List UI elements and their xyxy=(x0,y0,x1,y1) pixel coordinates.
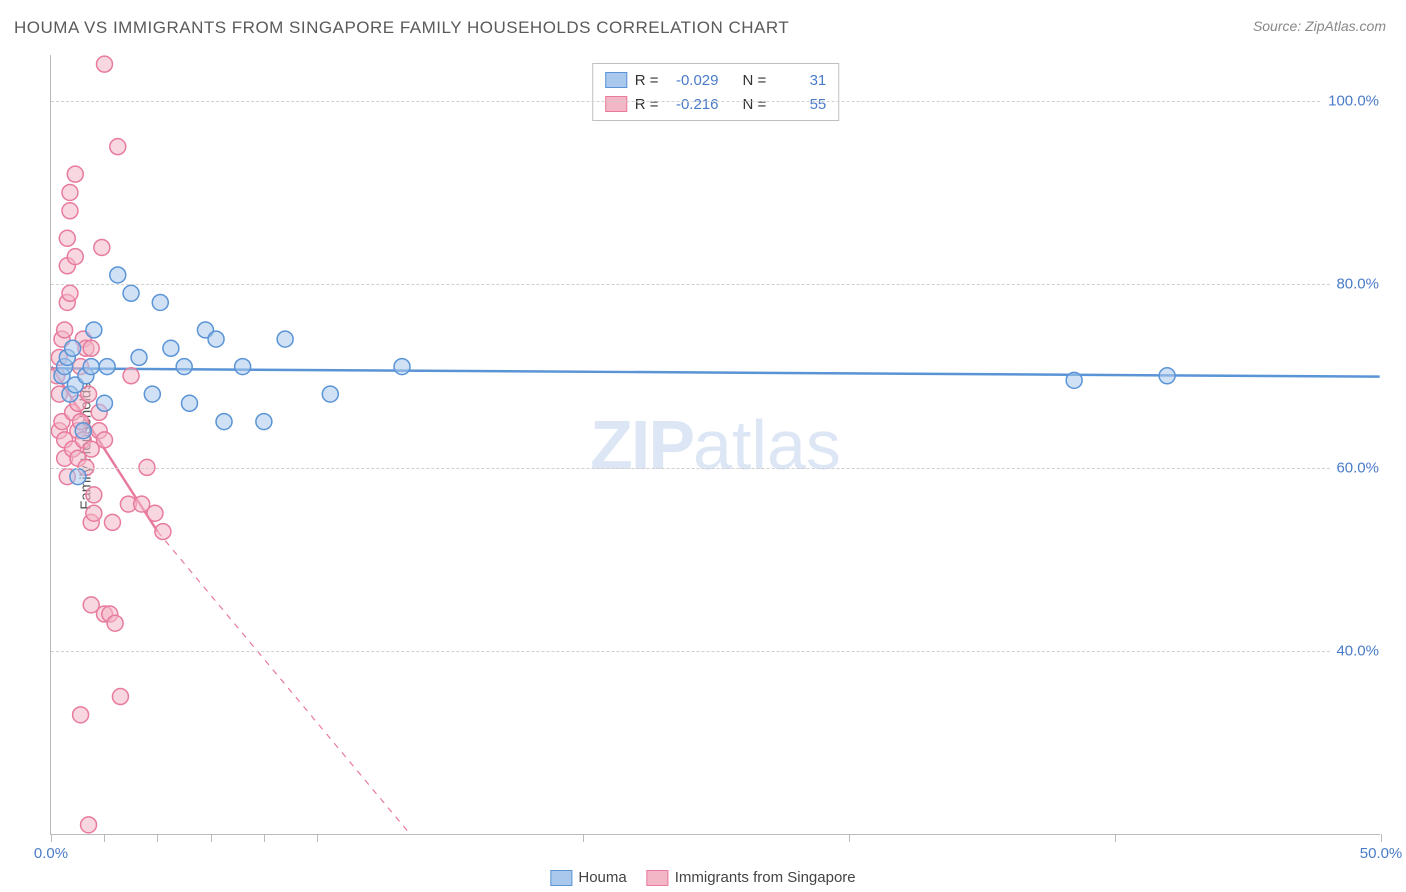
swatch-blue xyxy=(605,72,627,88)
n-value-pink: 55 xyxy=(774,96,826,113)
watermark-zip: ZIP xyxy=(590,406,693,484)
legend-label-blue: Houma xyxy=(578,869,626,886)
n-value-blue: 31 xyxy=(774,72,826,89)
r-value-blue: -0.029 xyxy=(667,72,719,89)
series-legend: Houma Immigrants from Singapore xyxy=(550,869,855,886)
legend-row-pink: R = -0.216 N = 55 xyxy=(605,92,827,116)
y-tick-label: 100.0% xyxy=(1322,90,1385,111)
n-label: N = xyxy=(743,96,767,113)
legend-item-blue: Houma xyxy=(550,869,626,886)
y-tick-label: 40.0% xyxy=(1330,641,1385,662)
r-value-pink: -0.216 xyxy=(667,96,719,113)
n-label: N = xyxy=(743,72,767,89)
chart-plot-area: ZIPatlas R = -0.029 N = 31 R = -0.216 N … xyxy=(50,55,1380,835)
x-tick-label: 0.0% xyxy=(34,845,68,862)
y-tick-label: 80.0% xyxy=(1330,274,1385,295)
x-tick-label: 50.0% xyxy=(1360,845,1403,862)
legend-label-pink: Immigrants from Singapore xyxy=(675,869,856,886)
r-label: R = xyxy=(635,96,659,113)
r-label: R = xyxy=(635,72,659,89)
swatch-pink xyxy=(647,870,669,886)
swatch-pink xyxy=(605,96,627,112)
legend-row-blue: R = -0.029 N = 31 xyxy=(605,68,827,92)
watermark-atlas: atlas xyxy=(693,406,841,484)
y-tick-label: 60.0% xyxy=(1330,457,1385,478)
scatter-svg xyxy=(51,55,1380,834)
watermark: ZIPatlas xyxy=(590,405,841,485)
source-label: Source: ZipAtlas.com xyxy=(1253,18,1386,34)
correlation-legend: R = -0.029 N = 31 R = -0.216 N = 55 xyxy=(592,63,840,121)
swatch-blue xyxy=(550,870,572,886)
chart-title: HOUMA VS IMMIGRANTS FROM SINGAPORE FAMIL… xyxy=(14,18,789,38)
legend-item-pink: Immigrants from Singapore xyxy=(647,869,856,886)
